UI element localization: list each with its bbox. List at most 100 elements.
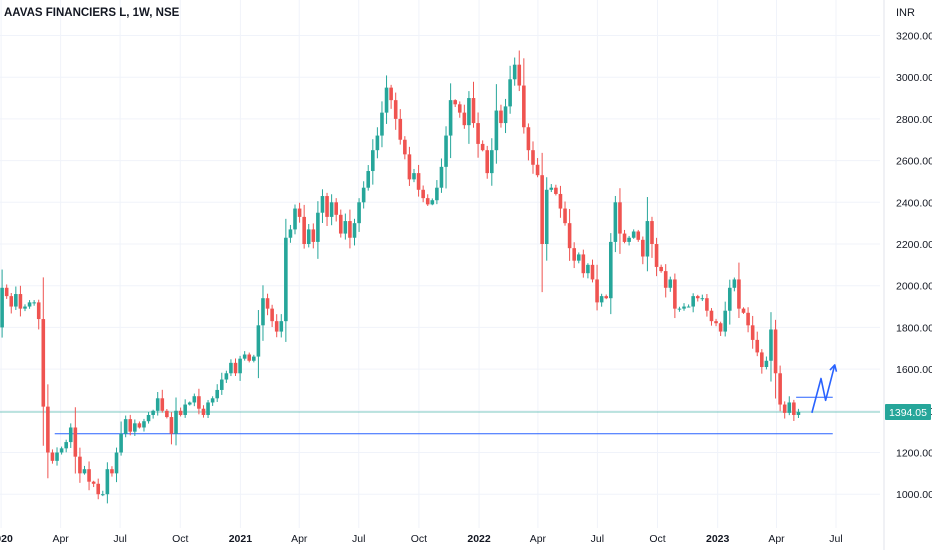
candle — [14, 286, 18, 310]
currency-label: INR — [896, 7, 915, 19]
candle-body — [311, 229, 316, 242]
candle — [55, 447, 59, 466]
candle — [297, 202, 302, 223]
candle — [380, 101, 384, 148]
candle — [435, 180, 439, 205]
candle — [471, 81, 476, 128]
candle-body — [91, 481, 96, 484]
candle — [416, 164, 421, 197]
candle-body — [238, 358, 242, 374]
candle — [352, 218, 357, 246]
candle — [654, 237, 659, 277]
candle-body — [558, 193, 563, 209]
candle-body — [755, 339, 760, 353]
candle-body — [792, 402, 796, 415]
y-tick-label: 3200.00 — [896, 31, 932, 43]
candle-body — [467, 98, 471, 126]
candle — [457, 101, 462, 118]
candle-body — [338, 214, 343, 234]
candle-body — [14, 294, 18, 307]
candle — [96, 478, 101, 500]
candle — [709, 308, 714, 326]
candle — [82, 465, 87, 475]
candle — [252, 354, 256, 363]
candle — [764, 356, 769, 370]
candle — [384, 75, 389, 124]
candle — [338, 209, 343, 238]
candle-body — [421, 189, 425, 199]
candle — [476, 112, 480, 158]
candle — [631, 229, 636, 239]
candle-body — [499, 110, 503, 124]
candle-body — [174, 410, 178, 434]
candle — [105, 462, 110, 504]
candle-body — [544, 189, 549, 244]
candle — [183, 399, 187, 418]
candle — [503, 98, 508, 134]
candle — [261, 285, 265, 341]
candle — [622, 229, 627, 244]
y-tick-label: 2400.00 — [896, 197, 932, 209]
time-axis[interactable]: 2020 Apr Jul Oct 2021 Apr Jul Oct 2022 Apr Jul Oct 2… — [0, 533, 843, 545]
candle-body — [357, 202, 361, 224]
y-tick-label: 1200.00 — [896, 448, 932, 460]
candle — [169, 412, 174, 445]
candle-body — [18, 294, 23, 309]
price-axis[interactable]: 3200.00 3000.00 2800.00 2600.00 2400.00 2200.… — [883, 0, 932, 550]
candle — [732, 277, 737, 292]
x-tick-label: Jul — [829, 533, 842, 545]
candle — [700, 294, 705, 302]
candle-body — [599, 296, 604, 303]
candle-body — [659, 266, 663, 272]
candle — [686, 304, 691, 308]
candle — [18, 285, 23, 317]
candle — [288, 224, 293, 243]
candle — [613, 195, 618, 253]
candle — [59, 446, 64, 455]
candle-body — [82, 469, 87, 474]
candle-body — [718, 323, 723, 332]
candle — [599, 293, 604, 307]
candle-body — [723, 310, 728, 332]
candle-body — [165, 410, 169, 418]
candle-body — [87, 469, 91, 482]
candle — [563, 201, 567, 226]
candle — [782, 401, 787, 419]
candle-body — [572, 248, 576, 261]
candle — [389, 84, 393, 109]
candle-body — [595, 279, 599, 303]
candle-body — [471, 98, 476, 124]
candle — [334, 198, 338, 222]
candle-body — [654, 244, 659, 267]
candle — [247, 352, 252, 363]
candle-body — [36, 302, 41, 320]
candle-body — [23, 306, 27, 309]
candle — [540, 152, 544, 293]
candle-body — [540, 175, 544, 244]
candle-body — [4, 287, 9, 297]
candle — [554, 184, 558, 196]
candle — [114, 447, 119, 483]
candle — [421, 185, 425, 203]
candle-body — [306, 229, 311, 244]
candle-body — [787, 402, 792, 413]
candle-body — [668, 279, 673, 288]
candle-body — [764, 360, 769, 368]
candle — [663, 264, 668, 298]
candle-body — [252, 356, 256, 361]
x-tick-label: Apr — [52, 533, 69, 545]
candle-body — [119, 433, 123, 453]
candle-body — [448, 100, 453, 136]
y-tick-label: 3000.00 — [896, 72, 932, 84]
candle-body — [691, 296, 695, 307]
candle — [453, 99, 457, 108]
candle — [123, 415, 128, 438]
candle — [293, 204, 297, 235]
candle-body — [279, 321, 284, 332]
candle — [705, 294, 709, 317]
candle-body — [576, 254, 581, 261]
candle-body — [462, 112, 467, 126]
x-tick-label: Jul — [113, 533, 126, 545]
